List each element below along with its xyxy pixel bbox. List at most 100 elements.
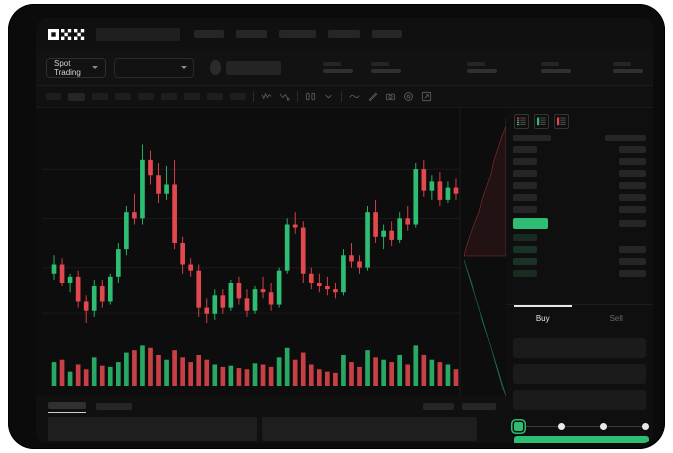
ask-price [513,145,537,153]
ask-size [619,145,646,153]
orderbook-ask-row[interactable] [513,145,646,153]
interval-more[interactable] [230,93,246,100]
tab-sell[interactable]: Sell [580,305,654,331]
pair-coin-avatar [209,60,222,75]
top-navigation-bar [36,18,653,50]
nav-items [194,30,402,38]
bottom-action-2[interactable] [462,403,496,410]
spread-size [619,219,646,227]
stat-value [613,69,644,73]
interval-1M[interactable] [207,93,223,100]
bottom-orders-panel [36,396,506,443]
candlestick-chart-svg [42,108,506,396]
orderbook-bid-row[interactable] [513,269,646,277]
step-2[interactable] [558,422,565,430]
orderbook-mode-asks[interactable] [554,114,569,129]
stat-label [613,62,632,66]
interval-1d[interactable] [161,93,177,100]
settings-icon[interactable] [403,91,414,102]
orderbook-mode-both[interactable] [514,114,529,129]
ask-size [619,169,646,177]
orderbook-bid-row[interactable] [513,257,646,265]
orderbook-ask-row[interactable] [513,193,646,201]
orderbook-ask-row[interactable] [513,205,646,213]
interval-15m[interactable] [92,93,108,100]
tab-label [48,402,86,409]
bottom-panels [36,413,506,441]
interval-1h[interactable] [115,93,131,100]
tab-open-orders[interactable] [48,402,86,413]
global-search-input[interactable] [96,27,180,41]
orderbook-spread-row[interactable] [513,217,646,229]
indicators-icon[interactable] [261,91,272,102]
bid-price [513,245,537,253]
orderbook-mode-group [506,108,653,134]
ask-size [619,205,646,213]
orderbook-bid-row[interactable] [513,233,646,241]
nav-item-4[interactable] [328,30,360,38]
camera-icon[interactable] [385,91,396,102]
orderbook-panel: Buy Sell [506,108,653,443]
bid-price [513,257,537,265]
nav-item-3[interactable] [279,30,316,38]
bottom-action-1[interactable] [423,403,454,410]
pair-select[interactable] [114,57,194,78]
stat-value [323,69,354,73]
stat-label [467,62,486,66]
bid-size [619,257,646,265]
price-field[interactable] [513,338,646,358]
stat-value [467,69,498,73]
chart-toolbar [36,86,653,108]
tab-order-history[interactable] [96,402,132,413]
place-order-button[interactable] [514,436,649,443]
nav-item-2[interactable] [236,30,267,38]
interval-5m[interactable] [68,92,85,101]
templates-icon[interactable] [305,91,316,102]
okx-logo-icon[interactable] [48,28,86,40]
line-chart-icon[interactable] [349,91,360,102]
order-form-fields [506,331,653,410]
spread-price-highlight [513,217,548,229]
stat-high-24h [467,62,498,73]
bid-price [513,233,537,241]
bottom-panel-right[interactable] [262,417,477,441]
price-chart[interactable] [36,108,507,396]
interval-4h[interactable] [138,93,154,100]
stat-label [323,62,342,66]
stat-volume-24h [613,62,644,73]
total-field[interactable] [513,390,646,410]
stat-change-24h [371,62,402,73]
stat-last-price [323,62,354,73]
step-4[interactable] [642,422,649,430]
tab-buy[interactable]: Buy [506,305,580,331]
compare-icon[interactable] [279,91,290,102]
amount-field[interactable] [513,364,646,384]
drawing-icon[interactable] [367,91,378,102]
interval-1w[interactable] [184,93,200,100]
trading-mode-label: Spot Trading [54,58,81,77]
step-3[interactable] [600,422,607,430]
order-amount-stepper[interactable] [514,420,649,432]
orderbook-bid-row[interactable] [513,245,646,253]
orderbook-col-price [513,134,551,141]
orderbook-ask-row[interactable] [513,181,646,189]
tab-label [96,402,132,410]
fullscreen-icon[interactable] [421,91,432,102]
nav-item-5[interactable] [372,30,402,38]
tab-sell-label: Sell [609,313,623,323]
chevron-down-icon [92,66,99,69]
orderbook-col-size [605,134,646,141]
bid-size [619,269,646,277]
trading-mode-selector[interactable]: Spot Trading [46,57,107,78]
orderbook-ask-row[interactable] [513,169,646,177]
orderbook-ask-row[interactable] [513,157,646,165]
interval-1m[interactable] [46,93,61,100]
pair-name-placeholder [226,60,282,75]
step-1[interactable] [514,421,523,431]
toolbar-divider [297,91,298,102]
nav-item-1[interactable] [194,30,224,38]
orderbook-mode-bids[interactable] [534,114,549,129]
toolbar-divider [341,91,342,102]
chevron-down-icon[interactable] [323,91,334,102]
bottom-panel-left[interactable] [48,417,257,441]
